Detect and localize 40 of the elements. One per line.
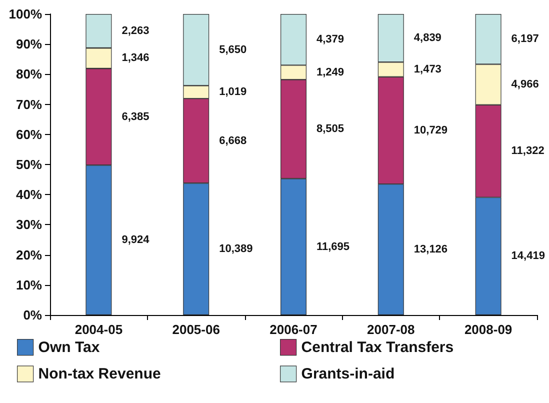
y-tick-label: 10%	[16, 277, 42, 292]
annotation: 6,385	[122, 110, 150, 123]
annotation: 11,695	[316, 240, 350, 253]
annotation: 14,419	[511, 250, 545, 262]
annotation: 2,263	[122, 25, 150, 38]
annotation: 1,019	[219, 86, 247, 98]
annotation: 8,505	[316, 123, 344, 136]
annotation: 11,322	[511, 145, 544, 158]
legend-label: Own Tax	[38, 338, 100, 356]
annotation: 9,924	[122, 234, 150, 246]
x-tick-label: 2007-08	[367, 322, 415, 337]
annotation: 1,249	[316, 66, 344, 78]
x-tick-label: 2005-06	[172, 322, 220, 337]
x-tick-label: 2008-09	[464, 322, 512, 337]
x-tick-label: 2004-05	[74, 322, 123, 337]
y-tick-label: 50%	[16, 157, 42, 172]
y-tick-label: 70%	[16, 96, 42, 112]
annotation: 6,668	[219, 134, 247, 147]
annotation: 10,729	[414, 124, 448, 136]
annotation: 10,389	[219, 243, 253, 256]
y-tick-label: 30%	[16, 217, 42, 232]
legend-label: Grants-in-aid	[301, 365, 395, 382]
annotation: 4,379	[316, 34, 344, 46]
legend-label: Central Tax Transfers	[301, 338, 454, 356]
y-tick-label: 100%	[8, 6, 42, 22]
y-tick-label: 90%	[16, 36, 42, 52]
annotation: 5,650	[219, 44, 247, 56]
legend-label: Non-tax Revenue	[38, 365, 161, 382]
y-tick-label: 0%	[23, 308, 42, 322]
y-tick-label: 20%	[16, 247, 42, 262]
annotation: 4,839	[414, 32, 442, 44]
y-tick-label: 60%	[16, 126, 42, 142]
annotation: 1,346	[122, 52, 150, 64]
annotation: 13,126	[414, 244, 448, 256]
y-tick-label: 40%	[16, 187, 42, 202]
x-tick-label: 2006-07	[270, 322, 318, 337]
y-tick-label: 80%	[16, 66, 42, 82]
annotation: 4,966	[511, 78, 539, 91]
annotation: 6,197	[511, 33, 539, 46]
annotation: 1,473	[414, 64, 442, 76]
